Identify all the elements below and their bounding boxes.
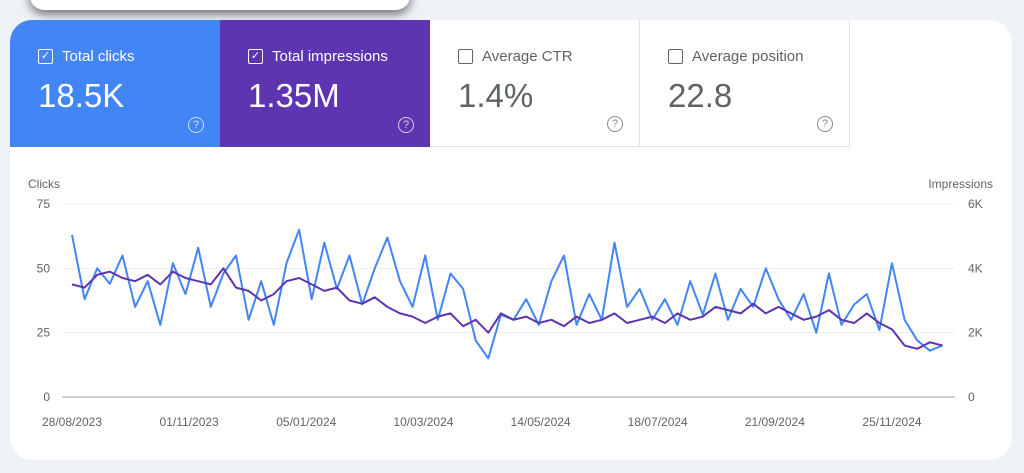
left-tick-label: 75 (37, 197, 51, 211)
metric-value: 18.5K (38, 77, 125, 114)
series-line-clicks (71, 228, 943, 360)
x-tick-label: 05/01/2024 (276, 415, 336, 429)
metric-value: 1.4% (458, 77, 534, 114)
help-icon[interactable]: ? (398, 117, 414, 133)
right-axis-label: Impressions (928, 177, 993, 191)
metric-value: 22.8 (668, 77, 733, 114)
right-tick-label: 4K (968, 261, 983, 275)
help-icon[interactable]: ? (607, 116, 623, 132)
x-tick-label: 25/11/2024 (862, 415, 921, 429)
metric-total-impressions[interactable]: ✓ Total impressions 1.35M ? (220, 20, 430, 147)
checkbox-unchecked-icon[interactable] (668, 49, 683, 64)
metric-label: Total clicks (62, 48, 135, 65)
metric-average-ctr[interactable]: Average CTR 1.4% ? (430, 20, 640, 147)
right-tick-label: 6K (968, 197, 983, 211)
overlay-shadow (30, 0, 410, 10)
metric-total-clicks[interactable]: ✓ Total clicks 18.5K ? (10, 20, 220, 147)
metric-label: Total impressions (272, 48, 388, 65)
metric-label: Average CTR (482, 48, 573, 65)
checkbox-checked-icon[interactable]: ✓ (248, 49, 263, 64)
right-tick-label: 2K (968, 326, 983, 340)
metric-value: 1.35M (248, 77, 340, 114)
left-tick-label: 50 (37, 261, 51, 275)
performance-card: ✓ Total clicks 18.5K ? ✓ Total impressions… (10, 20, 1012, 460)
x-tick-label: 14/05/2024 (511, 415, 571, 429)
x-tick-label: 21/09/2024 (745, 415, 805, 429)
left-tick-label: 25 (37, 326, 51, 340)
left-tick-label: 0 (43, 390, 50, 404)
x-tick-label: 10/03/2024 (393, 415, 453, 429)
x-tick-label: 28/08/2023 (42, 415, 102, 429)
left-axis-label: Clicks (28, 177, 60, 191)
checkbox-unchecked-icon[interactable] (458, 49, 473, 64)
help-icon[interactable]: ? (817, 116, 833, 132)
metric-average-position[interactable]: Average position 22.8 ? (640, 20, 850, 147)
metric-label: Average position (692, 48, 804, 65)
right-tick-label: 0 (968, 390, 975, 404)
checkbox-checked-icon[interactable]: ✓ (38, 49, 53, 64)
x-tick-label: 01/11/2023 (160, 415, 219, 429)
series-line-impressions (71, 267, 943, 350)
x-tick-label: 18/07/2024 (628, 415, 688, 429)
help-icon[interactable]: ? (188, 117, 204, 133)
